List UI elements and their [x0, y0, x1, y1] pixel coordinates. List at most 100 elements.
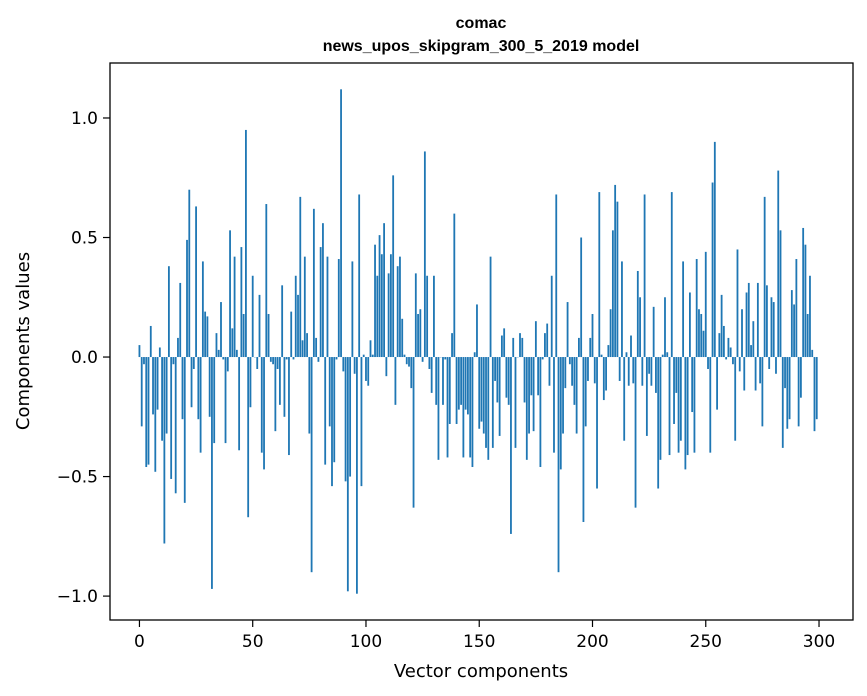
bar	[365, 357, 367, 381]
bar	[768, 357, 771, 369]
bar	[657, 357, 660, 489]
bar	[399, 256, 401, 358]
bar	[521, 337, 524, 358]
bar	[312, 208, 315, 358]
bar	[659, 357, 662, 460]
bar	[444, 357, 447, 360]
bar	[500, 335, 503, 358]
bar	[743, 357, 746, 391]
bar	[584, 357, 587, 427]
bar	[496, 357, 499, 403]
bar	[226, 357, 229, 372]
bar	[664, 297, 666, 358]
bar	[163, 357, 166, 544]
bar	[704, 251, 707, 358]
bar	[559, 357, 562, 470]
bar	[645, 357, 648, 436]
bar	[485, 357, 487, 448]
bar	[573, 357, 576, 405]
bar	[378, 235, 381, 358]
bar	[682, 261, 685, 358]
bar	[265, 204, 268, 358]
bar	[598, 192, 601, 358]
bar	[149, 325, 152, 358]
bar	[636, 270, 639, 358]
bar	[294, 275, 297, 358]
bar	[220, 302, 222, 358]
bar	[358, 194, 361, 358]
bar	[260, 357, 263, 453]
bar	[616, 201, 619, 358]
bar	[568, 357, 571, 365]
bar	[793, 304, 796, 358]
bar	[716, 357, 718, 410]
bar	[229, 230, 231, 358]
bar	[473, 352, 476, 358]
y-tick-label: 1.0	[71, 109, 98, 129]
bar	[761, 357, 764, 427]
chart-subtitle: news_upos_skipgram_300_5_2019 model	[323, 38, 640, 55]
bar	[775, 357, 777, 374]
bar	[722, 325, 725, 358]
bar	[174, 357, 177, 494]
bar	[589, 337, 592, 358]
bar	[734, 357, 737, 441]
x-tick-label: 100	[350, 632, 382, 652]
bar	[514, 357, 517, 448]
bar	[360, 357, 363, 487]
bar	[541, 357, 544, 360]
bar	[752, 321, 755, 358]
bar	[675, 357, 678, 393]
bar	[165, 357, 168, 434]
bar	[618, 357, 621, 381]
bar	[317, 357, 320, 362]
bar	[396, 266, 399, 358]
bar	[315, 337, 318, 358]
bar	[204, 311, 207, 358]
y-tick-label: −0.5	[57, 468, 98, 488]
bar	[154, 357, 157, 472]
bar	[213, 357, 216, 444]
bar	[437, 357, 440, 460]
x-tick-label: 0	[134, 632, 145, 652]
bar	[695, 259, 698, 358]
bar	[238, 357, 241, 451]
bar	[634, 357, 637, 508]
bar	[507, 357, 510, 405]
bar	[510, 357, 512, 534]
bar	[727, 337, 730, 358]
bar	[648, 357, 651, 374]
bar	[269, 357, 272, 362]
bar	[367, 357, 370, 386]
bar	[652, 306, 655, 358]
bar	[550, 275, 553, 358]
x-tick-label: 300	[803, 632, 835, 652]
bar	[591, 314, 594, 358]
bar	[335, 357, 338, 360]
bar	[770, 297, 773, 358]
bar	[251, 275, 254, 358]
bar	[303, 256, 306, 358]
bar	[215, 333, 218, 358]
bar	[217, 349, 220, 358]
bar	[448, 357, 451, 424]
bar	[156, 357, 159, 410]
bar	[322, 223, 324, 358]
bar	[609, 309, 612, 358]
bar	[389, 254, 392, 358]
bar	[661, 354, 664, 358]
bar	[480, 357, 483, 422]
bar	[331, 357, 333, 487]
bar	[512, 337, 515, 358]
bar	[346, 357, 349, 592]
plot-frame	[109, 62, 854, 621]
bar	[621, 261, 623, 358]
bar	[442, 357, 444, 405]
bar	[353, 357, 356, 374]
bar	[412, 357, 415, 508]
bar	[781, 357, 784, 448]
bar	[763, 196, 766, 358]
bar	[274, 357, 277, 432]
bar	[201, 261, 204, 358]
bar	[575, 357, 578, 434]
